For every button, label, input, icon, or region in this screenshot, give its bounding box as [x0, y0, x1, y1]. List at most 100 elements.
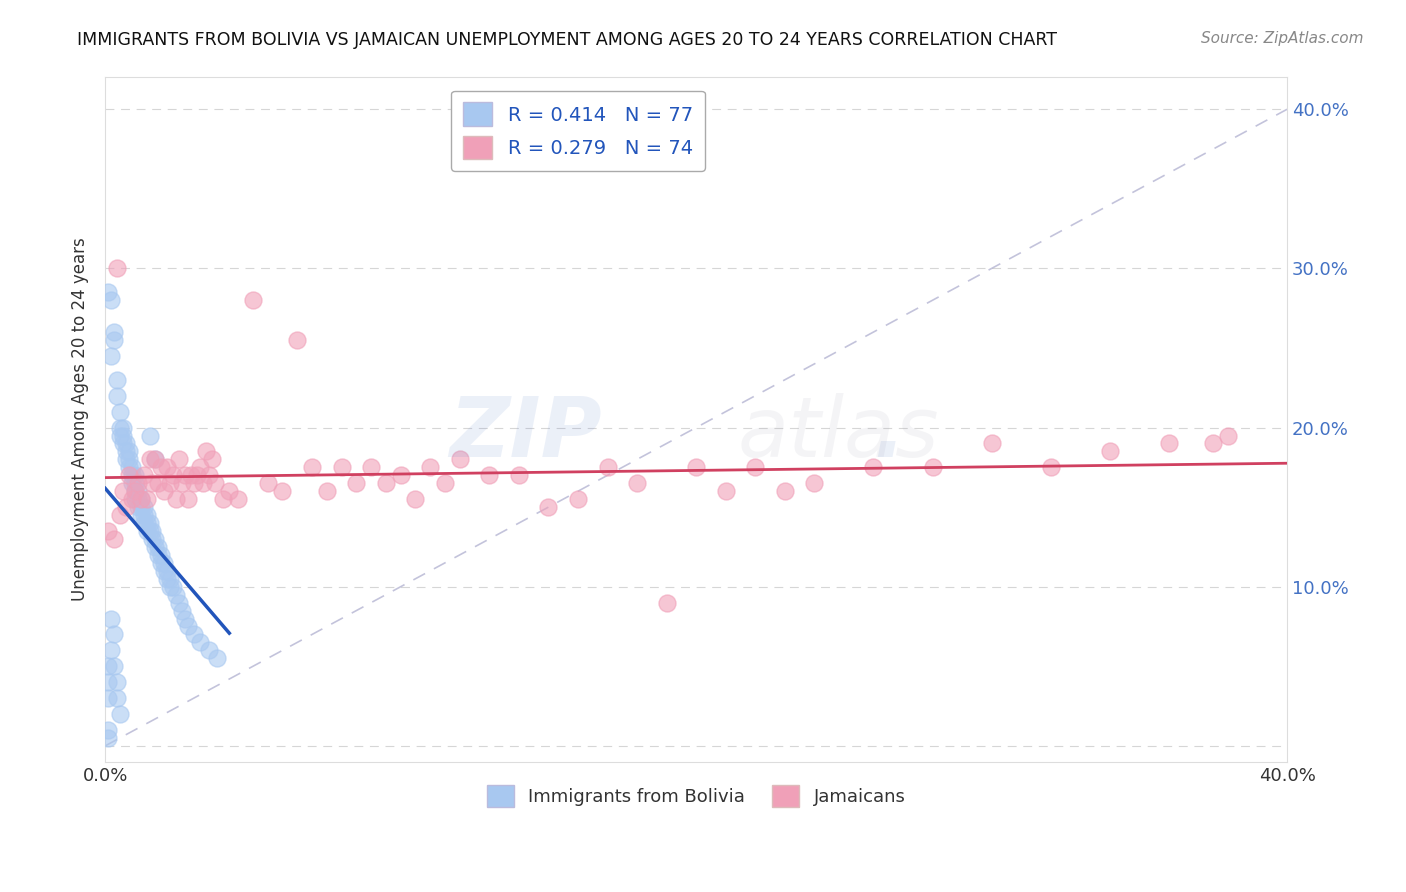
Point [419, 460, 441, 475]
Point [153, 556, 176, 570]
Point [197, 468, 219, 483]
Y-axis label: Unemployment Among Ages 20 to 24 years: Unemployment Among Ages 20 to 24 years [72, 238, 89, 601]
Point [97, 659, 120, 673]
Point [132, 508, 155, 522]
Point [167, 596, 190, 610]
Point [103, 659, 125, 673]
Point [103, 333, 125, 347]
Point [159, 580, 181, 594]
Point [124, 484, 146, 499]
Point [301, 460, 323, 475]
Point [148, 540, 170, 554]
Point [167, 452, 190, 467]
Point [626, 476, 648, 491]
Point [150, 556, 173, 570]
Point [714, 484, 737, 499]
Point [159, 476, 181, 491]
Point [174, 611, 197, 625]
Point [186, 468, 208, 483]
Point [105, 373, 128, 387]
Point [862, 460, 884, 475]
Point [145, 540, 167, 554]
Point [197, 643, 219, 657]
Point [138, 524, 160, 538]
Text: IMMIGRANTS FROM BOLIVIA VS JAMAICAN UNEMPLOYMENT AMONG AGES 20 TO 24 YEARS CORRE: IMMIGRANTS FROM BOLIVIA VS JAMAICAN UNEM… [77, 31, 1057, 49]
Point [132, 500, 155, 515]
Point [118, 460, 141, 475]
Point [124, 468, 146, 483]
Point [145, 452, 167, 467]
Point [685, 460, 707, 475]
Point [129, 492, 152, 507]
Point [132, 468, 155, 483]
Point [97, 691, 120, 706]
Point [111, 436, 134, 450]
Point [170, 604, 193, 618]
Point [803, 476, 825, 491]
Point [204, 476, 226, 491]
Point [108, 404, 131, 418]
Text: ZIP: ZIP [449, 392, 602, 474]
Point [200, 452, 222, 467]
Point [141, 532, 163, 546]
Point [141, 476, 163, 491]
Point [180, 468, 202, 483]
Point [150, 460, 173, 475]
Point [191, 476, 214, 491]
Point [97, 723, 120, 737]
Point [127, 484, 149, 499]
Point [121, 492, 143, 507]
Point [132, 516, 155, 530]
Point [100, 611, 122, 625]
Point [242, 293, 264, 308]
Legend: Immigrants from Bolivia, Jamaicans: Immigrants from Bolivia, Jamaicans [479, 778, 912, 814]
Point [165, 492, 187, 507]
Point [508, 468, 530, 483]
Point [105, 675, 128, 690]
Point [1157, 436, 1180, 450]
Point [103, 532, 125, 546]
Point [97, 675, 120, 690]
Point [145, 452, 167, 467]
Point [97, 731, 120, 745]
Point [177, 619, 200, 633]
Point [226, 492, 249, 507]
Point [135, 492, 157, 507]
Point [118, 452, 141, 467]
Point [194, 444, 217, 458]
Point [124, 492, 146, 507]
Point [188, 635, 211, 649]
Point [271, 484, 294, 499]
Point [148, 476, 170, 491]
Point [115, 452, 138, 467]
Point [124, 476, 146, 491]
Point [567, 492, 589, 507]
Point [150, 548, 173, 562]
Point [124, 484, 146, 499]
Point [97, 285, 120, 300]
Point [596, 460, 619, 475]
Point [218, 484, 240, 499]
Point [103, 627, 125, 641]
Point [655, 596, 678, 610]
Point [174, 468, 197, 483]
Point [121, 460, 143, 475]
Point [156, 572, 179, 586]
Point [207, 651, 229, 665]
Point [315, 484, 337, 499]
Point [115, 436, 138, 450]
Point [118, 444, 141, 458]
Point [127, 492, 149, 507]
Point [103, 325, 125, 339]
Point [330, 460, 353, 475]
Point [165, 588, 187, 602]
Point [97, 524, 120, 538]
Point [138, 452, 160, 467]
Point [129, 500, 152, 515]
Point [1098, 444, 1121, 458]
Point [256, 476, 278, 491]
Point [115, 500, 138, 515]
Point [183, 476, 205, 491]
Point [138, 428, 160, 442]
Text: Source: ZipAtlas.com: Source: ZipAtlas.com [1201, 31, 1364, 46]
